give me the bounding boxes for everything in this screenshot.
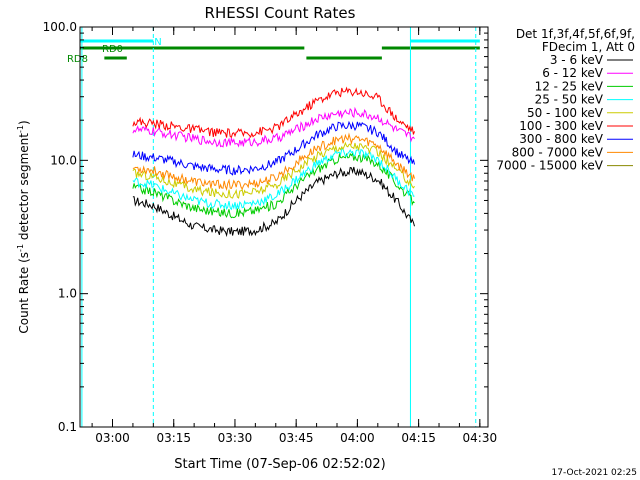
legend-label: 25 - 50 keV [535,93,604,107]
x-tick-label: 03:00 [95,431,130,445]
legend-label: 800 - 7000 keV [512,145,604,159]
flag-label-rd0: RD0 [102,44,123,55]
legend-label: 12 - 25 keV [535,79,604,93]
legend-label: 6 - 12 keV [542,66,604,80]
series-group [132,86,415,238]
x-tick-label: 03:45 [279,431,314,445]
y-tick-label: 1.0 [58,287,77,301]
series-line-0 [132,166,415,238]
flag-label-rd8: RD8 [67,54,88,65]
flag-bars: N RD0 RD8 [67,37,480,65]
x-axis-label: Start Time (07-Sep-06 02:52:02) [174,457,385,472]
y-tick-label: 100.0 [43,20,77,34]
legend-label: 50 - 100 keV [527,106,604,120]
legend-label: 300 - 800 keV [519,132,603,146]
plot-frame [79,26,489,428]
x-tick-label: 04:30 [463,431,498,445]
y-axis-label-mid: detector segment [17,133,31,244]
y-axis-label-main: Count Rate (s [17,252,31,334]
legend-label: 100 - 300 keV [519,119,603,133]
y-tick-label: 10.0 [50,153,77,167]
chart-title: RHESSI Count Rates [205,4,356,22]
footer-timestamp: 17-Oct-2021 02:25 [552,468,637,478]
y-axis-ticks: 0.1 1.0 10.0 100.0 [43,20,488,434]
x-tick-label: 03:15 [156,431,191,445]
legend-label: 7000 - 15000 keV [496,159,603,173]
x-axis-ticks: 03:00 03:15 03:30 03:45 04:00 04:15 04:30 [91,27,498,445]
flag-label-n: N [154,37,161,48]
series-line-3 [132,148,415,211]
legend-header-line-1: Det 1f,3f,4f,5f,6f,9f, [516,27,635,41]
legend-label: 3 - 6 keV [550,53,604,67]
series-line-7 [132,132,415,192]
series-line-1 [132,106,415,148]
y-axis-label-sup2: -1 [16,125,25,133]
legend-header-line-2: FDecim 1, Att 0 [542,40,635,54]
vertical-markers [81,27,477,427]
series-line-5 [132,86,415,139]
series-line-6 [132,120,415,176]
y-tick-label: 0.1 [58,420,77,434]
y-axis-label: Count Rate (s-1 detector segment-1) [16,120,31,333]
x-tick-label: 04:15 [401,431,436,445]
legend: Det 1f,3f,4f,5f,6f,9f, FDecim 1, Att 0 3… [496,27,635,173]
series-line-2 [132,151,415,219]
x-tick-label: 03:30 [218,431,253,445]
y-axis-label-end: ) [17,120,31,125]
x-tick-label: 04:00 [340,431,375,445]
y-axis-label-sup1: -1 [16,244,25,252]
